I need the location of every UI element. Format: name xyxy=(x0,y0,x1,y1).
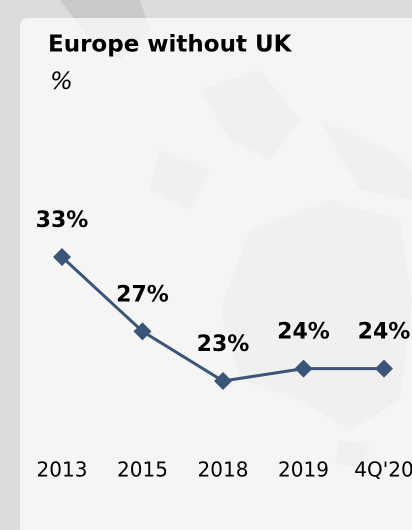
x-tick-label: 2013 xyxy=(37,458,88,482)
value-label: 33% xyxy=(36,208,89,233)
marker xyxy=(294,359,313,378)
x-tick-label: 2015 xyxy=(117,458,168,482)
marker xyxy=(133,322,152,341)
x-tick-label: 2018 xyxy=(198,458,249,482)
x-tick-label: 4Q'20 xyxy=(354,458,412,482)
value-label: 24% xyxy=(358,320,411,345)
marker xyxy=(214,372,232,390)
chart-subtitle: % xyxy=(50,67,73,95)
chart-title: Europe without UK xyxy=(48,32,293,58)
value-label: 27% xyxy=(116,282,169,307)
value-label: 24% xyxy=(277,320,330,345)
marker xyxy=(375,359,393,378)
panel xyxy=(20,18,412,530)
value-label: 23% xyxy=(197,332,250,357)
x-tick-label: 2019 xyxy=(278,458,329,482)
marker xyxy=(53,248,71,266)
